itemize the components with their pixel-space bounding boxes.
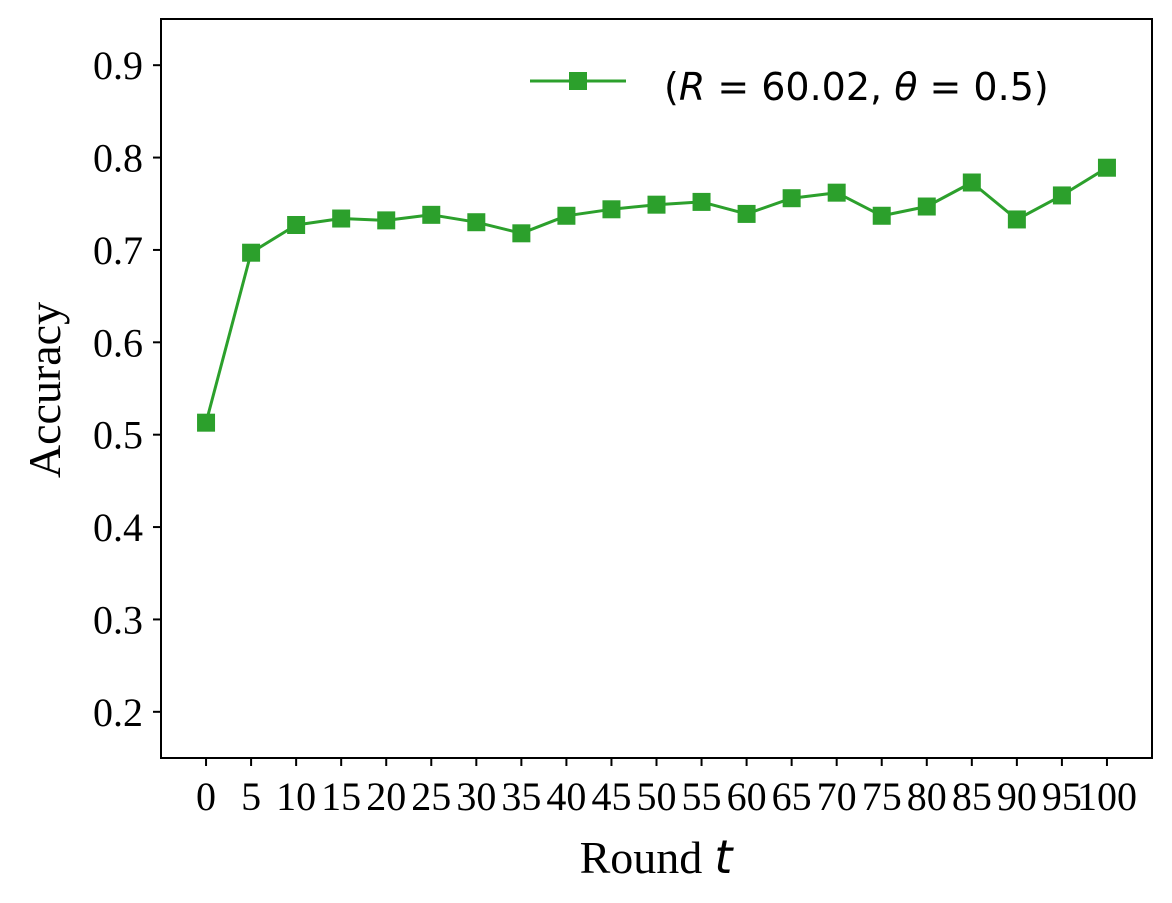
x-tick-label: 60: [727, 774, 767, 819]
x-tick-label: 80: [907, 774, 947, 819]
y-tick-label: 0.5: [93, 413, 143, 458]
legend-label: (R = 60.02, θ = 0.5): [664, 65, 1049, 109]
x-tick-label: 50: [637, 774, 677, 819]
data-point-marker: [872, 206, 891, 225]
x-tick-label: 75: [862, 774, 902, 819]
plot-area: [161, 19, 1152, 758]
x-tick-label: 10: [276, 774, 316, 819]
y-tick-label: 0.4: [93, 505, 143, 550]
data-point-marker: [827, 183, 846, 202]
x-tick-label: 95: [1042, 774, 1082, 819]
data-point-marker: [917, 197, 936, 216]
legend-marker-sample: [569, 72, 587, 90]
data-point-marker: [782, 189, 801, 208]
x-tick-label: 15: [321, 774, 361, 819]
y-axis-label: Accuracy: [19, 302, 70, 478]
y-tick-label: 0.2: [93, 690, 143, 735]
x-tick-label: 90: [997, 774, 1037, 819]
y-axis-ticks: 0.2 0.3 0.4 0.5 0.6 0.7 0.8 0.9: [93, 43, 161, 735]
x-tick-label: 45: [591, 774, 631, 819]
y-tick-label: 0.3: [93, 597, 143, 642]
data-point-marker: [197, 413, 216, 432]
data-point-marker: [377, 211, 396, 230]
data-point-marker: [1097, 158, 1116, 177]
data-point-marker: [332, 209, 351, 228]
x-axis-label-text: Round: [580, 832, 703, 883]
x-tick-label: 30: [456, 774, 496, 819]
data-point-marker: [647, 195, 666, 214]
x-axis-label: Round t: [580, 830, 735, 884]
y-tick-label: 0.8: [93, 136, 143, 181]
x-tick-label: 55: [682, 774, 722, 819]
x-tick-label: 0: [196, 774, 216, 819]
data-point-marker: [962, 173, 981, 192]
data-point-marker: [692, 192, 711, 211]
x-axis-label-math: t: [714, 830, 734, 884]
data-point-marker: [467, 213, 486, 232]
data-point-marker: [557, 206, 576, 225]
x-tick-label: 25: [411, 774, 451, 819]
x-tick-label: 100: [1077, 774, 1137, 819]
x-tick-label: 40: [546, 774, 586, 819]
series-layer: [197, 158, 1116, 432]
y-tick-label: 0.9: [93, 43, 143, 88]
data-point-marker: [422, 205, 441, 224]
y-tick-label: 0.7: [93, 228, 143, 273]
plot-frame: [160, 18, 1153, 759]
data-point-marker: [242, 243, 261, 262]
x-axis-ticks: 0 5 10 15 20 25 30 35 40 45 50 55 60 65 70 75 80 85 90 9510…: [196, 758, 1137, 819]
y-tick-label: 0.6: [93, 320, 143, 365]
data-point-marker: [737, 204, 756, 223]
data-point-marker: [1052, 186, 1071, 205]
data-point-marker: [512, 224, 531, 243]
x-tick-label: 65: [772, 774, 812, 819]
data-point-marker: [602, 200, 621, 219]
data-point-marker: [1007, 210, 1026, 229]
x-tick-label: 70: [817, 774, 857, 819]
x-tick-label: 35: [501, 774, 541, 819]
x-tick-label: 5: [241, 774, 261, 819]
data-point-marker: [287, 215, 306, 234]
legend: (R = 60.02, θ = 0.5): [530, 65, 1049, 109]
x-tick-label: 85: [952, 774, 992, 819]
x-tick-label: 20: [366, 774, 406, 819]
